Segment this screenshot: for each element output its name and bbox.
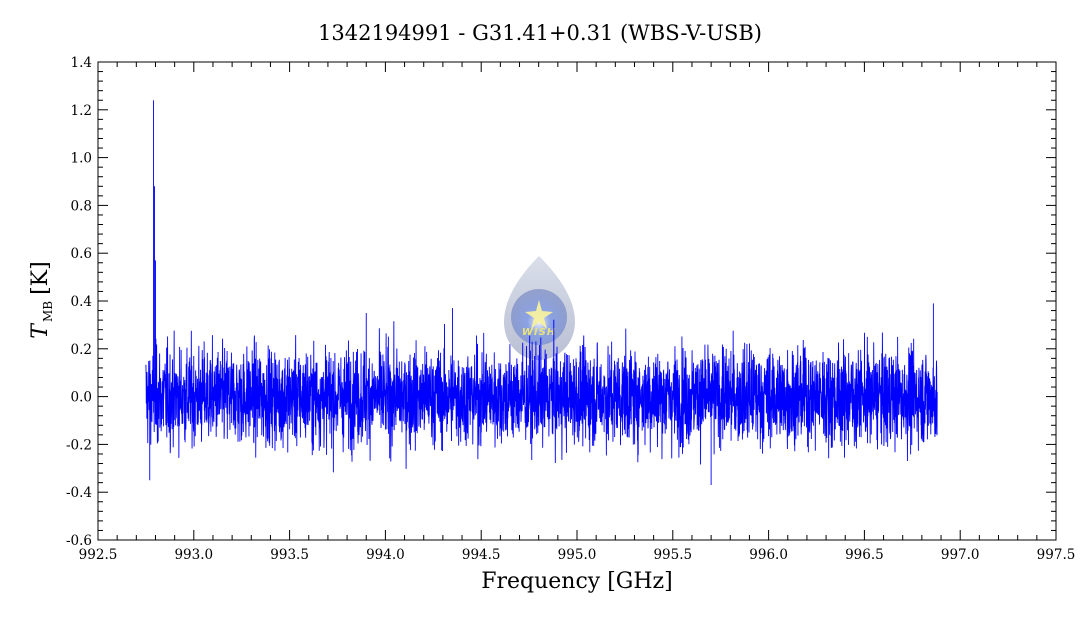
y-tick-label: 1.2: [71, 103, 92, 119]
x-tick-label: 994.0: [366, 547, 405, 563]
watermark-logo: WISH: [504, 256, 575, 360]
x-tick-label: 997.5: [1037, 547, 1076, 563]
logo-star-icon: [525, 300, 553, 329]
svg-text:TMB[K]: TMB [K]: [28, 261, 55, 338]
y-axis-symbol: T: [28, 322, 53, 339]
y-tick-label: -0.6: [66, 533, 92, 549]
x-tick-label: 996.0: [749, 547, 788, 563]
chart-title: 1342194991 - G31.41+0.31 (WBS-V-USB): [318, 21, 762, 45]
x-tick-label: 997.0: [941, 547, 980, 563]
y-tick-label: -0.4: [66, 485, 92, 501]
x-tick-label: 995.0: [558, 547, 597, 563]
y-tick-label: 0.8: [71, 198, 92, 214]
y-tick-label: 0.4: [71, 294, 92, 310]
plot-frame: [97, 61, 1057, 541]
y-tick-label: 0.0: [71, 390, 92, 406]
y-tick-label: 0.2: [71, 342, 92, 358]
y-tick-label: 0.6: [71, 246, 92, 262]
x-tick-label: 996.5: [845, 547, 884, 563]
y-axis-subscript: MB: [41, 301, 55, 322]
y-tick-label: 1.0: [71, 151, 92, 167]
spectrum-series-line: [145, 100, 938, 486]
y-axis-title: TMB [K]: [28, 261, 55, 338]
y-tick-label: 1.4: [71, 55, 92, 71]
x-tick-label: 994.5: [462, 547, 501, 563]
plot-series-layer: [145, 100, 938, 486]
x-tick-label: 995.5: [653, 547, 692, 563]
x-axis-title: Frequency [GHz]: [481, 569, 673, 594]
x-tick-label: 992.5: [79, 547, 118, 563]
x-tick-label: 993.5: [270, 547, 309, 563]
x-tick-label: 993.0: [174, 547, 213, 563]
y-tick-label: -0.2: [66, 437, 92, 453]
logo-text: WISH: [522, 327, 556, 338]
axes-layer: 992.5 993.0 993.5 994.0 994.5 995.0 995.5 996.0…: [66, 55, 1075, 563]
y-axis-unit: [K]: [28, 261, 53, 295]
